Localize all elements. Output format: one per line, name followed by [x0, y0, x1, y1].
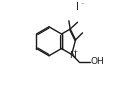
- Text: ⁻: ⁻: [80, 4, 83, 9]
- Text: I: I: [76, 2, 79, 12]
- Text: N: N: [69, 51, 76, 60]
- Text: +: +: [73, 49, 78, 54]
- Text: OH: OH: [91, 57, 104, 66]
